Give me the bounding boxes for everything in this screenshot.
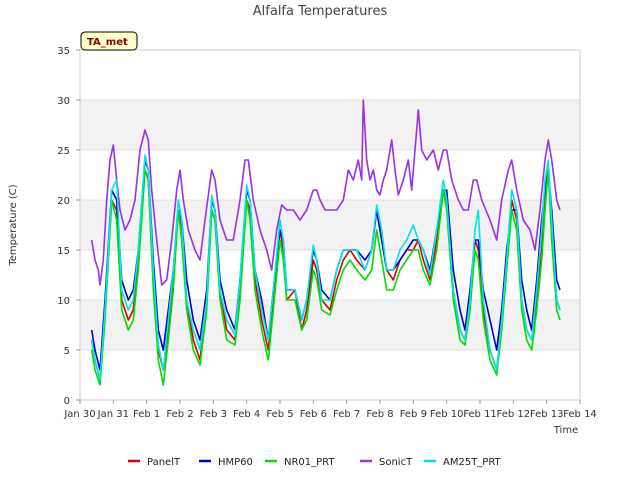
legend-label-nr01-prt: NR01_PRT bbox=[284, 457, 335, 468]
y-axis-ticks: 0 5 10 15 20 25 30 35 bbox=[57, 46, 80, 407]
badge-box bbox=[80, 31, 138, 51]
x-tick-label: Feb 10 bbox=[430, 409, 464, 420]
x-tick-label: Feb 9 bbox=[400, 409, 427, 420]
x-tick-label: Feb 14 bbox=[563, 409, 597, 420]
chart-title: Alfalfa Temperatures bbox=[253, 4, 388, 19]
y-tick-label: 35 bbox=[57, 46, 70, 57]
x-tick-label: Feb 12 bbox=[497, 409, 531, 420]
plot-area bbox=[79, 49, 581, 401]
badge-label: TA_met bbox=[87, 37, 128, 48]
x-tick-label: Feb 3 bbox=[200, 409, 227, 420]
legend-label-sonict: SonicT bbox=[379, 457, 413, 468]
x-tick-label: Jan 31 bbox=[97, 409, 129, 420]
x-tick-label: Jan 30 bbox=[63, 409, 95, 420]
x-tick-label: Feb 2 bbox=[166, 409, 193, 420]
legend: PanelT HMP60 NR01_PRT SonicT AM25T_PRT bbox=[128, 457, 502, 468]
y-axis-title: Temperature (C) bbox=[8, 184, 19, 266]
x-tick-label: Feb 4 bbox=[233, 409, 260, 420]
x-axis-title: Time bbox=[553, 425, 578, 436]
y-tick-label: 30 bbox=[57, 96, 70, 107]
plot-band bbox=[80, 100, 580, 150]
x-tick-label: Feb 8 bbox=[366, 409, 393, 420]
legend-label-am25t-prt: AM25T_PRT bbox=[443, 457, 502, 468]
series-lines bbox=[90, 99, 561, 386]
y-tick-label: 15 bbox=[57, 246, 70, 257]
x-tick-label: Feb 1 bbox=[133, 409, 160, 420]
series-line-sonict bbox=[90, 99, 561, 286]
y-tick-label: 20 bbox=[57, 196, 70, 207]
ta-met-badge: TA_met bbox=[80, 31, 138, 51]
legend-label-panelt: PanelT bbox=[147, 457, 181, 468]
x-tick-label: Feb 6 bbox=[300, 409, 327, 420]
series-line-nr01-prt bbox=[90, 169, 561, 386]
y-tick-label: 0 bbox=[64, 396, 70, 407]
plot-band bbox=[80, 200, 580, 250]
plot-bands bbox=[80, 50, 580, 400]
y-tick-label: 25 bbox=[57, 146, 70, 157]
x-tick-label: Feb 7 bbox=[333, 409, 360, 420]
x-tick-label: Feb 5 bbox=[266, 409, 293, 420]
x-tick-label: Feb 11 bbox=[463, 409, 497, 420]
x-axis-ticks: Jan 30 Jan 31 Feb 1 Feb 2 Feb 3 Feb 4 Feb 5 Feb… bbox=[63, 400, 597, 420]
series-line-am25t-prt bbox=[90, 154, 561, 381]
x-tick-label: Feb 13 bbox=[530, 409, 564, 420]
y-tick-label: 5 bbox=[64, 346, 70, 357]
series-line-hmp60 bbox=[90, 159, 561, 371]
y-tick-label: 10 bbox=[57, 296, 70, 307]
legend-label-hmp60: HMP60 bbox=[218, 457, 253, 468]
